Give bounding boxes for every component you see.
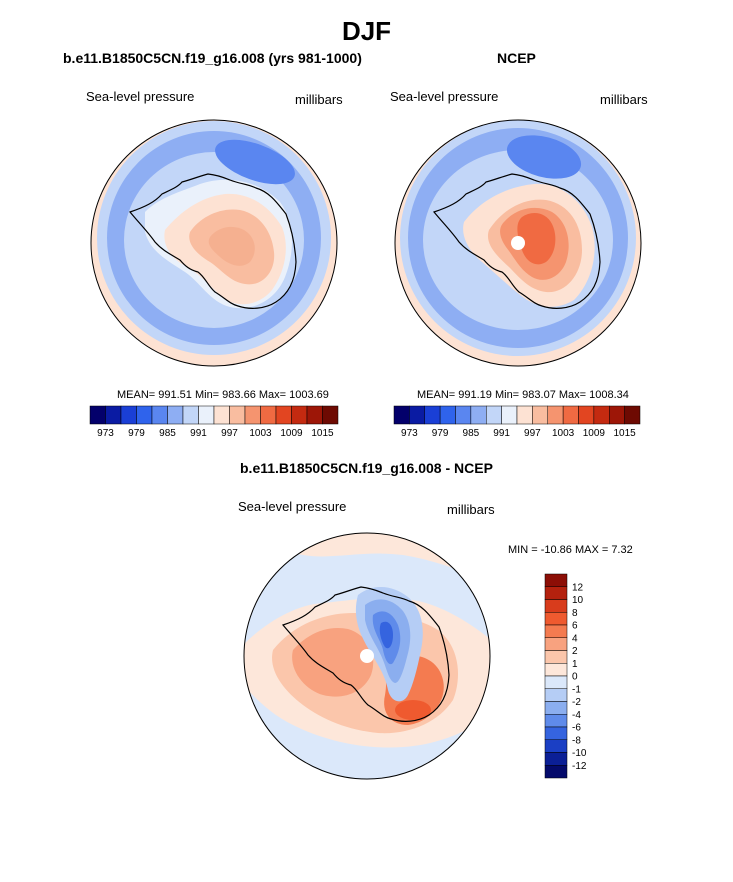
colorbar-swatch xyxy=(291,405,308,425)
right-colorbar: 973 979 985 991 997 1003 1009 1015 xyxy=(393,405,641,439)
colorbar-swatch xyxy=(439,405,456,425)
colorbar-swatch xyxy=(198,405,215,425)
colorbar-swatch xyxy=(306,405,323,425)
left-colorbar: 973 979 985 991 997 1003 1009 1015 xyxy=(89,405,339,439)
diff-colorbar-swatch xyxy=(544,612,568,626)
colorbar-swatch xyxy=(89,405,106,425)
colorbar-swatch xyxy=(486,405,502,425)
colorbar-swatch xyxy=(182,405,199,425)
diff-colorbar-tick-label: 4 xyxy=(572,633,578,644)
colorbar-tick-label: 979 xyxy=(432,428,449,439)
diff-colorbar-tick-label: -1 xyxy=(572,684,581,695)
colorbar-tick-label: 1009 xyxy=(583,428,606,439)
colorbar-tick-label: 1003 xyxy=(552,428,575,439)
diff-colorbar-swatch xyxy=(544,650,568,664)
right-slp-polar-map xyxy=(394,119,642,367)
colorbar-swatch xyxy=(275,405,292,425)
colorbar-swatch xyxy=(167,405,184,425)
diff-colorbar-swatch xyxy=(544,752,568,766)
colorbar-tick-label: 1009 xyxy=(280,428,303,439)
colorbar-swatch xyxy=(578,405,595,425)
diff-colorbar-tick-label: 6 xyxy=(572,621,578,632)
colorbar-tick-label: 985 xyxy=(463,428,480,439)
colorbar-tick-label: 991 xyxy=(190,428,207,439)
colorbar-swatch xyxy=(151,405,168,425)
diff-slp-polar-map xyxy=(243,532,491,780)
diff-colorbar-tick-label: 0 xyxy=(572,672,578,683)
main-title: DJF xyxy=(341,16,392,46)
diff-colorbar-swatch xyxy=(544,701,568,715)
diff-colorbar-swatch xyxy=(544,739,568,753)
diff-panel-title: b.e11.B1850C5CN.f19_g16.008 - NCEP xyxy=(240,460,493,476)
colorbar-tick-label: 991 xyxy=(493,428,510,439)
diff-colorbar-tick-label: 1 xyxy=(572,659,578,670)
left-units-label: millibars xyxy=(295,92,343,107)
diff-colorbar-swatch xyxy=(544,688,568,702)
colorbar-swatch xyxy=(624,405,641,425)
diff-colorbar-tick-label: -8 xyxy=(572,735,581,746)
colorbar-swatch xyxy=(470,405,487,425)
colorbar-tick-label: 1003 xyxy=(249,428,272,439)
diff-colorbar-tick-label: 8 xyxy=(572,608,578,619)
colorbar-tick-label: 997 xyxy=(524,428,541,439)
colorbar-tick-label: 1015 xyxy=(311,428,334,439)
colorbar-swatch xyxy=(229,405,246,425)
left-stats: MEAN= 991.51 Min= 983.66 Max= 1003.69 xyxy=(117,389,329,401)
colorbar-tick-label: 973 xyxy=(401,428,418,439)
diff-colorbar-tick-label: 10 xyxy=(572,595,584,606)
colorbar-swatch xyxy=(532,405,548,425)
diff-colorbar-tick-label: -4 xyxy=(572,710,581,721)
colorbar-swatch xyxy=(562,405,579,425)
diff-field-label: Sea-level pressure xyxy=(238,499,347,514)
colorbar-tick-label: 997 xyxy=(221,428,238,439)
colorbar-swatch xyxy=(424,405,441,425)
diff-colorbar-tick-label: 12 xyxy=(572,582,584,593)
right-stats: MEAN= 991.19 Min= 983.07 Max= 1008.34 xyxy=(417,389,629,401)
diff-colorbar-tick-label: 2 xyxy=(572,646,578,657)
diff-units-label: millibars xyxy=(447,502,495,517)
diff-stats: MIN = -10.86 MAX = 7.32 xyxy=(508,544,633,556)
diff-colorbar-tick-label: -2 xyxy=(572,697,581,708)
colorbar-swatch xyxy=(593,405,610,425)
right-panel-title: NCEP xyxy=(497,50,536,66)
left-slp-polar-map xyxy=(90,119,338,367)
diff-colorbar-swatch xyxy=(544,573,568,587)
colorbar-swatch xyxy=(136,405,153,425)
left-panel-title: b.e11.B1850C5CN.f19_g16.008 (yrs 981-100… xyxy=(63,50,362,66)
diff-colorbar-swatch xyxy=(544,637,568,651)
diff-colorbar-swatch xyxy=(544,599,568,613)
diff-colorbar-swatch xyxy=(544,765,568,779)
colorbar-swatch xyxy=(213,405,230,425)
colorbar-tick-label: 1015 xyxy=(614,428,637,439)
colorbar-swatch xyxy=(501,405,518,425)
right-field-label: Sea-level pressure xyxy=(390,89,499,104)
colorbar-swatch xyxy=(322,405,339,425)
colorbar-swatch xyxy=(260,405,277,425)
diff-colorbar-tick-label: -12 xyxy=(572,761,587,772)
colorbar-swatch xyxy=(547,405,564,425)
diff-colorbar-tick-label: -10 xyxy=(572,748,587,759)
colorbar-swatch xyxy=(120,405,137,425)
colorbar-swatch xyxy=(455,405,472,425)
diff-colorbar-swatch xyxy=(544,675,568,689)
diff-colorbar-swatch xyxy=(544,726,568,740)
colorbar-swatch xyxy=(244,405,261,425)
diff-colorbar-swatch xyxy=(544,624,568,638)
left-field-label: Sea-level pressure xyxy=(86,89,195,104)
colorbar-swatch xyxy=(609,405,625,425)
diff-colorbar-swatch xyxy=(544,586,568,600)
diff-colorbar-swatch xyxy=(544,663,568,677)
colorbar-tick-label: 973 xyxy=(97,428,114,439)
colorbar-tick-label: 979 xyxy=(128,428,145,439)
colorbar-tick-label: 985 xyxy=(159,428,176,439)
colorbar-swatch xyxy=(516,405,533,425)
diff-colorbar-tick-label: -6 xyxy=(572,723,581,734)
colorbar-swatch xyxy=(409,405,425,425)
diff-colorbar-swatch xyxy=(544,714,568,728)
colorbar-swatch xyxy=(393,405,410,425)
right-units-label: millibars xyxy=(600,92,648,107)
colorbar-swatch xyxy=(105,405,122,425)
